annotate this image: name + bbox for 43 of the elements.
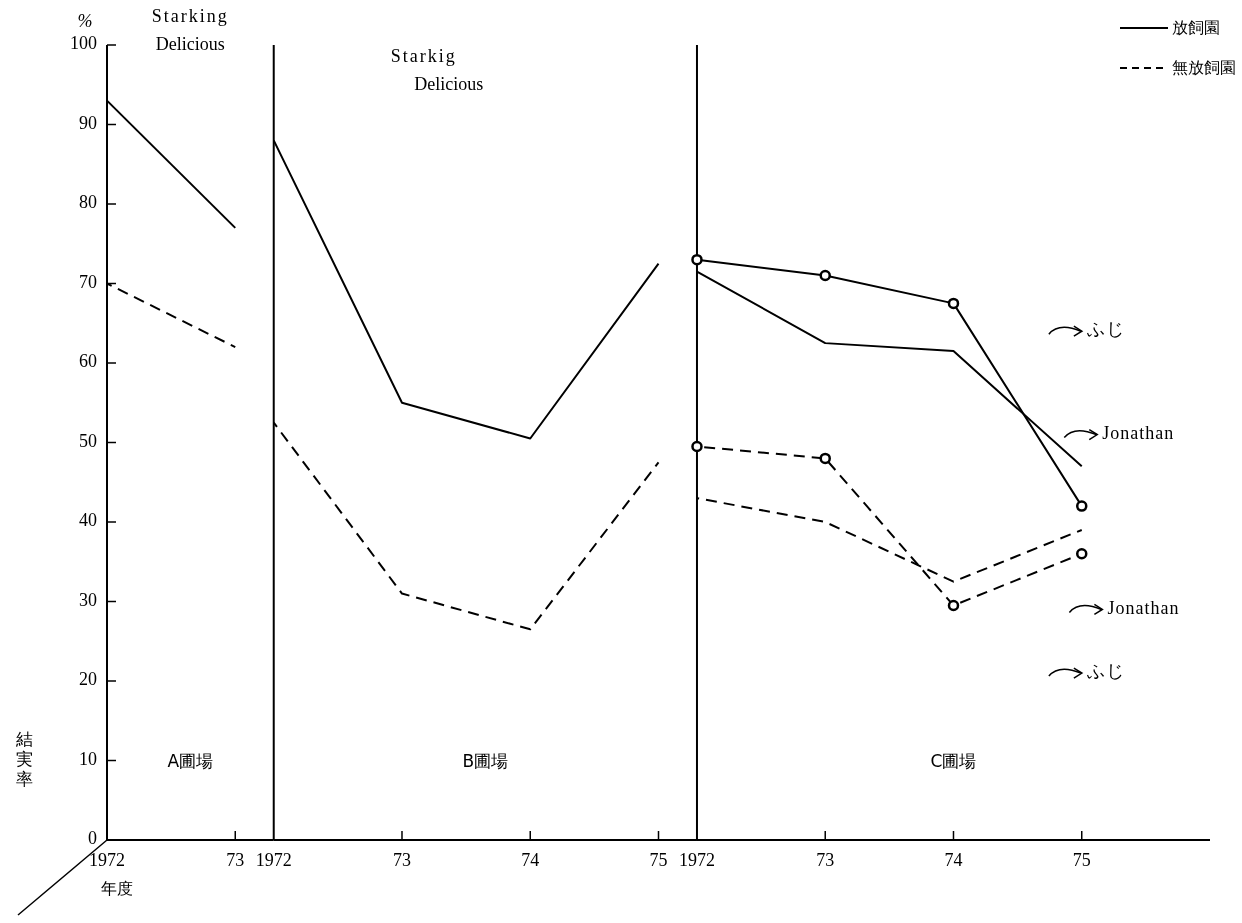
- x-tick-label: 1972: [255, 850, 292, 870]
- annotation: A圃場: [167, 750, 214, 771]
- point: [819, 452, 831, 465]
- legend-label: 放飼園: [1172, 17, 1220, 37]
- y-tick-label: 80: [79, 192, 97, 213]
- point: [691, 253, 703, 266]
- y-tick-label: 60: [79, 351, 97, 372]
- text: %: [77, 11, 93, 31]
- x-tick-label: 74: [521, 850, 540, 870]
- text: Starkig Delicious: [390, 46, 484, 94]
- point: [819, 269, 831, 282]
- y-tick-label: 20: [79, 669, 97, 690]
- y-axis-title: 結実率: [14, 729, 33, 789]
- point: [691, 440, 703, 453]
- x-tick-label: 74: [944, 850, 963, 870]
- y-tick-label: 70: [79, 271, 97, 292]
- x-tick-label: 1972: [678, 850, 715, 870]
- x-tick-label: 73: [226, 850, 245, 870]
- legend-label: 無放飼園: [1172, 57, 1236, 77]
- y-tick-label: 50: [79, 430, 97, 451]
- point: [947, 297, 960, 310]
- annotation: B圃場: [462, 750, 509, 771]
- annotation: Jonathan: [1107, 597, 1180, 618]
- annotation: C圃場: [930, 750, 977, 771]
- point: [1075, 548, 1088, 560]
- x-tick-label: 75: [1072, 850, 1091, 870]
- y-tick-label: 90: [79, 112, 97, 133]
- y-tick-label: 0: [88, 828, 97, 849]
- x-tick-label: 73: [392, 850, 411, 870]
- y-tick-label: 10: [79, 748, 97, 769]
- x-axis-title: 年度: [101, 879, 133, 898]
- x-tick-label: 1972: [89, 850, 125, 870]
- y-tick-label: 40: [79, 510, 97, 531]
- y-tick-label: 100: [70, 33, 97, 54]
- chart-title: Starking Delicious: [151, 6, 229, 54]
- x-tick-label: 75: [649, 850, 668, 870]
- point: [947, 599, 960, 612]
- annotation: Jonathan: [1102, 422, 1175, 443]
- annotation: ふじ: [1085, 319, 1125, 340]
- point: [1075, 500, 1088, 512]
- y-tick-label: 30: [79, 589, 97, 610]
- annotation: ふじ: [1085, 661, 1125, 682]
- x-tick-label: 73: [816, 850, 835, 870]
